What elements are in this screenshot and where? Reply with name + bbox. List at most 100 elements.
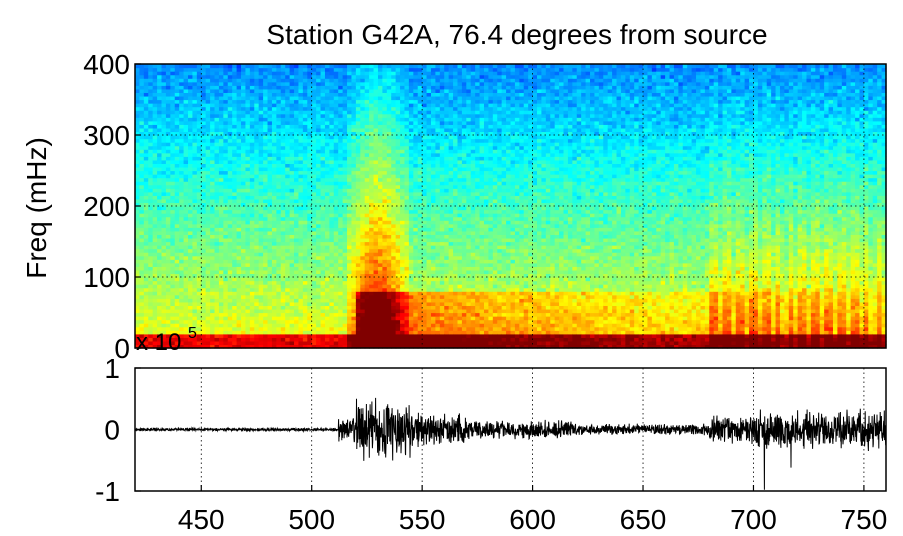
spectrogram-cell [196,156,202,161]
spectrogram-cell [152,273,158,278]
spectrogram-cell [338,287,344,292]
spectrogram-cell [205,163,211,168]
spectrogram-cell [347,88,353,93]
spectrogram-cell [210,245,216,250]
spectrogram-cell [254,319,260,324]
spectrogram-cell [373,85,379,90]
spectrogram-cell [205,106,211,111]
spectrogram-cell [201,305,207,310]
spectrogram-cell [338,301,344,306]
spectrogram-cell [285,262,291,267]
spectrogram-cell [170,64,176,69]
spectrogram-cell [391,138,397,143]
spectrogram-cell [139,333,145,338]
spectrogram-cell [267,106,273,111]
spectrogram-cell [157,198,163,204]
spectrogram-cell [338,298,344,303]
spectrogram-cell [271,216,277,221]
spectrogram-cell [360,138,366,143]
spectrogram-cell [316,326,322,331]
spectrogram-cell [324,333,330,338]
spectrogram-cell [294,337,300,342]
spectrogram-cell [298,177,304,182]
spectrogram-cell [263,206,269,211]
spectrogram-cell [329,284,335,289]
spectrogram-cell [302,120,308,125]
spectrogram-cell [263,340,269,346]
spectrogram-cell [320,163,326,168]
spectrogram-cell [210,67,216,72]
spectrogram-cell [276,181,282,186]
spectrogram-cell [183,95,189,101]
spectrogram-cell [157,85,163,90]
spectrogram-cell [289,149,295,154]
spectrogram-cell [369,213,375,218]
spectrogram-cell [377,159,383,164]
spectrogram-cell [165,92,171,97]
spectrogram-cell [135,316,141,321]
spectrogram-cell [351,135,357,140]
spectrogram-cell [174,326,180,331]
spectrogram-cell [338,213,344,218]
spectrogram-cell [391,191,397,196]
spectrogram-cell [192,291,198,296]
spectrogram-cell [165,81,171,86]
spectrogram-cell [174,74,180,79]
spectrogram-cell [364,74,370,79]
spectrogram-cell [342,259,348,264]
spectrogram-cell [148,71,154,76]
spectrogram-cell [400,305,406,310]
spectrogram-cell [170,291,176,296]
spectrogram-cell [298,74,304,79]
spectrogram-cell [373,255,379,260]
spectrogram-cell [347,191,353,196]
spectrogram-cell [174,273,180,278]
spectrogram-cell [395,245,401,250]
spectrogram-cell [391,308,397,314]
spectrogram-cell [377,237,383,243]
spectrogram-cell [285,85,291,90]
spectrogram-cell [386,88,392,93]
spectrogram-cell [161,67,167,72]
spectrogram-cell [320,202,326,207]
spectrogram-cell [360,124,366,129]
spectrogram-cell [338,131,344,136]
spectrogram-cell [263,298,269,303]
spectrogram-cell [201,64,207,69]
spectrogram-cell [391,81,397,86]
spectrogram-cell [223,340,229,346]
spectrogram-cell [192,113,198,118]
spectrogram-cell [267,85,273,90]
spectrogram-cell [395,191,401,196]
spectrogram-cell [245,188,251,193]
spectrogram-cell [174,78,180,83]
spectrogram-cell [311,74,317,79]
spectrogram-cell [139,177,145,182]
spectrogram-cell [241,344,247,349]
spectrogram-cell [360,305,366,310]
spectrogram-cell [218,145,224,150]
spectrogram-cell [227,170,233,175]
spectrogram-cell [391,145,397,150]
spectrogram-cell [391,323,397,328]
spectrogram-cell [360,88,366,93]
spectrogram-cell [351,333,357,338]
spectrogram-cell [373,248,379,253]
spectrogram-cell [245,99,251,104]
spectrogram-cell [285,223,291,228]
spectrogram-cell [218,301,224,306]
spectrogram-cell [157,71,163,76]
spectrogram-cell [232,145,238,150]
spectrogram-cell [320,209,326,214]
spectrogram-cell [355,330,361,335]
spectrogram-cell [174,248,180,253]
spectrogram-cell [342,78,348,83]
spectrogram-cell [218,245,224,250]
spectrogram-cell [210,269,216,275]
spectrogram-cell [179,287,185,292]
spectrogram-cell [157,248,163,253]
spectrogram-cell [294,294,300,299]
spectrogram-cell [223,301,229,306]
spectrogram-cell [174,99,180,104]
spectrogram-cell [241,159,247,164]
